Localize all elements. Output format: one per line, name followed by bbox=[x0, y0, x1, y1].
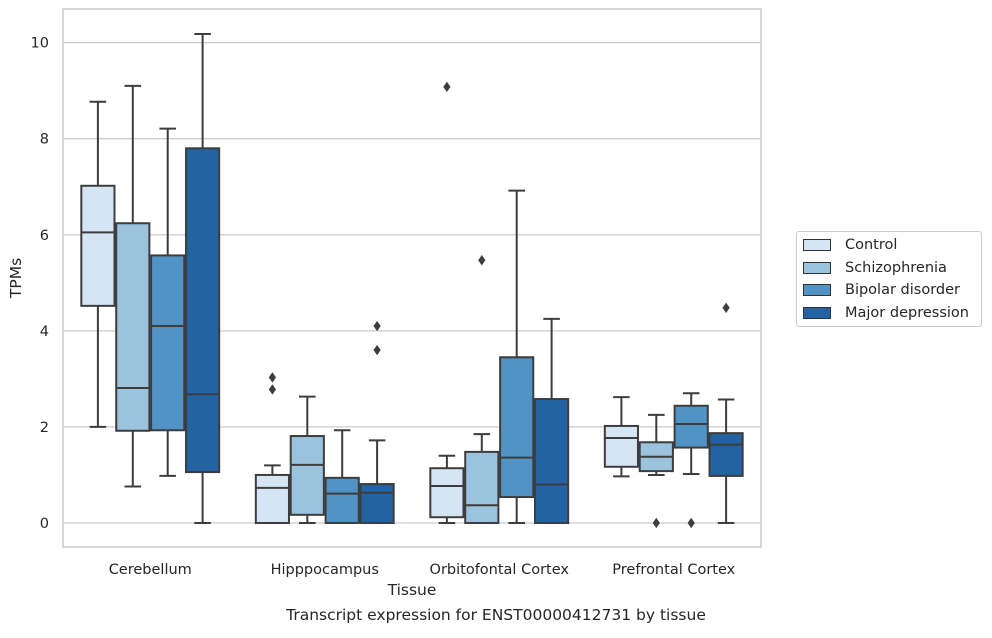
outlier-point bbox=[373, 320, 381, 332]
y-tick-label-6: 6 bbox=[40, 228, 49, 244]
box-schizophrenia-cerebellum bbox=[115, 84, 151, 488]
x-tick-label-orbitofontal-cortex: Orbitofontal Cortex bbox=[430, 562, 570, 578]
box-schizophrenia-orbitofontal-cortex bbox=[464, 255, 500, 524]
x-tick-label-cerebellum: Cerebellum bbox=[109, 562, 192, 578]
box-body bbox=[324, 476, 360, 524]
outlier-point bbox=[268, 384, 276, 395]
y-axis-label: TPMs bbox=[7, 258, 25, 299]
box-bipolar-disorder-orbitofontal-cortex bbox=[499, 189, 535, 524]
legend: Control Schizophrenia Bipolar disorder M… bbox=[796, 231, 982, 327]
y-tick-label-8: 8 bbox=[40, 132, 49, 148]
y-tick-label-10: 10 bbox=[31, 36, 49, 52]
box-body bbox=[673, 404, 709, 449]
outlier-point bbox=[443, 81, 451, 93]
boxes bbox=[80, 32, 744, 529]
box-bipolar-disorder-prefrontal-cortex bbox=[673, 392, 709, 529]
box-body bbox=[603, 424, 639, 468]
x-tick-labels: Cerebellum Hipppocampus Orbitofontal Corte… bbox=[109, 562, 736, 578]
legend-swatch-control bbox=[803, 239, 831, 251]
legend-label-control: Control bbox=[845, 237, 898, 253]
legend-item-schizophrenia: Schizophrenia bbox=[803, 258, 947, 278]
outlier-point bbox=[268, 372, 276, 383]
box-body bbox=[254, 473, 290, 524]
legend-item-control: Control bbox=[803, 235, 897, 255]
box-body bbox=[115, 222, 151, 432]
box-major-depression-prefrontal-cortex bbox=[708, 302, 744, 524]
box-control-cerebellum bbox=[80, 100, 116, 428]
outlier-point bbox=[652, 517, 660, 529]
box-body bbox=[359, 483, 395, 524]
x-tick-label-prefrontal-cortex: Prefrontal Cortex bbox=[612, 562, 735, 578]
legend-item-major-depression: Major depression bbox=[803, 303, 969, 323]
box-body bbox=[499, 356, 535, 499]
y-tick-label-0: 0 bbox=[40, 516, 49, 532]
box-body bbox=[429, 467, 465, 519]
box-major-depression-hipppocampus bbox=[359, 320, 395, 524]
box-major-depression-orbitofontal-cortex bbox=[534, 317, 570, 524]
y-tick-labels: 0 2 4 6 8 10 bbox=[31, 36, 49, 532]
box-bipolar-disorder-hipppocampus bbox=[324, 429, 360, 524]
figure-caption: Transcript expression for ENST0000041273… bbox=[286, 606, 706, 624]
x-axis-label: Tissue bbox=[387, 581, 437, 599]
y-tick-label-2: 2 bbox=[40, 420, 49, 436]
outlier-point bbox=[478, 255, 486, 266]
box-control-hipppocampus bbox=[254, 372, 290, 524]
box-body bbox=[80, 184, 116, 307]
box-major-depression-cerebellum bbox=[185, 32, 221, 524]
legend-swatch-major-depression bbox=[803, 307, 831, 319]
legend-label-major-depression: Major depression bbox=[845, 305, 969, 321]
legend-item-bipolar-disorder: Bipolar disorder bbox=[803, 280, 960, 300]
y-tick-label-4: 4 bbox=[40, 324, 49, 340]
x-tick-label-hipppocampus: Hipppocampus bbox=[271, 562, 379, 578]
box-body bbox=[534, 398, 570, 524]
box-body bbox=[708, 432, 744, 477]
legend-label-schizophrenia: Schizophrenia bbox=[845, 260, 947, 276]
outlier-point bbox=[722, 302, 730, 313]
box-body bbox=[185, 147, 221, 474]
outlier-point bbox=[687, 517, 695, 529]
box-control-prefrontal-cortex bbox=[603, 396, 639, 478]
box-schizophrenia-prefrontal-cortex bbox=[638, 413, 674, 529]
box-control-orbitofontal-cortex bbox=[429, 81, 465, 524]
legend-swatch-bipolar-disorder bbox=[803, 284, 831, 296]
legend-label-bipolar-disorder: Bipolar disorder bbox=[845, 282, 960, 298]
outlier-point bbox=[373, 344, 381, 356]
box-body bbox=[464, 450, 500, 524]
box-schizophrenia-hipppocampus bbox=[289, 395, 325, 524]
legend-swatch-schizophrenia bbox=[803, 262, 831, 274]
box-body bbox=[289, 435, 325, 516]
plot-area-frame bbox=[62, 8, 762, 548]
box-bipolar-disorder-cerebellum bbox=[150, 127, 186, 477]
box-body bbox=[150, 254, 186, 432]
